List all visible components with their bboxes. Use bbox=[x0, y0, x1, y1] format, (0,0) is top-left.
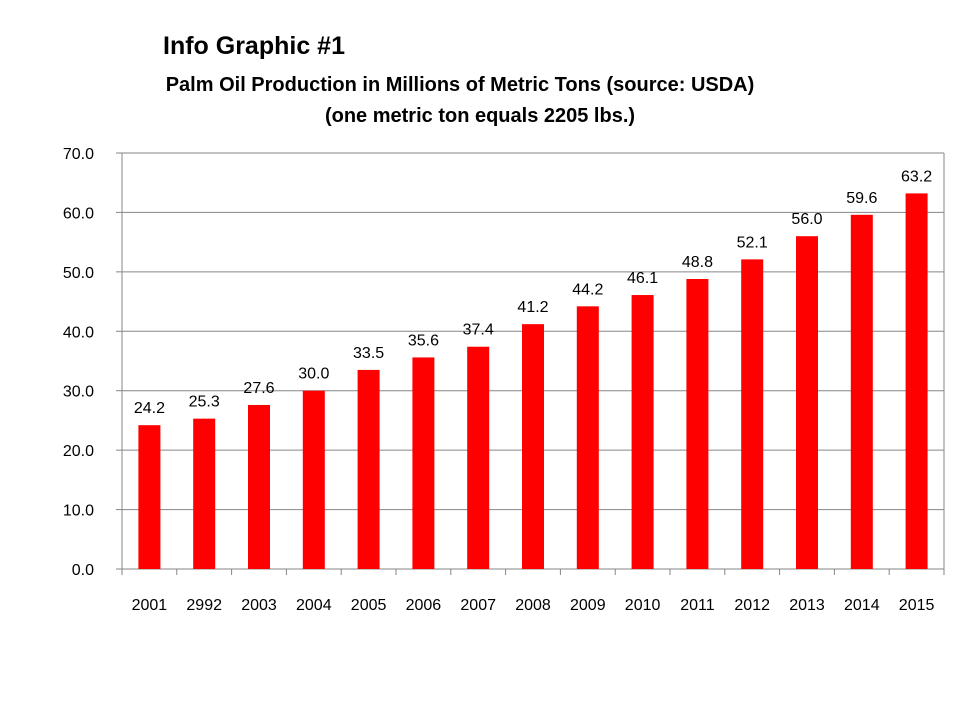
x-tick-label: 2011 bbox=[680, 597, 715, 614]
x-tick-label: 2009 bbox=[570, 597, 606, 614]
data-label: 25.3 bbox=[189, 394, 220, 411]
data-label: 63.2 bbox=[901, 168, 932, 185]
data-label: 41.2 bbox=[517, 299, 548, 316]
bar-2013 bbox=[796, 236, 818, 569]
bar-2003 bbox=[248, 404, 270, 569]
data-label: 24.2 bbox=[134, 400, 165, 417]
bar-2015 bbox=[905, 193, 928, 569]
chart-subtitle: (one metric ton equals 2205 lbs.) bbox=[324, 105, 636, 127]
data-label: 37.4 bbox=[463, 322, 494, 339]
x-tick-label: 2013 bbox=[789, 597, 825, 614]
bar-2012 bbox=[741, 259, 764, 569]
data-label: 30.0 bbox=[298, 366, 329, 383]
x-tick-label: 2001 bbox=[132, 597, 168, 614]
chart-title: Palm Oil Production in Millions of Metri… bbox=[165, 74, 755, 96]
x-tick-label: 2012 bbox=[734, 597, 770, 614]
bar-2004 bbox=[302, 390, 325, 569]
bar-2006 bbox=[412, 357, 435, 569]
y-tick-label: 0.0 bbox=[72, 562, 94, 579]
x-tick-label: 2007 bbox=[460, 597, 496, 614]
y-tick-label: 60.0 bbox=[63, 205, 94, 222]
data-label: 33.5 bbox=[353, 345, 384, 362]
x-tick-label: 2004 bbox=[296, 597, 332, 614]
data-label: 35.6 bbox=[408, 332, 439, 349]
bar-2005 bbox=[357, 369, 380, 569]
x-tick-label: 2008 bbox=[515, 597, 551, 614]
y-tick-label: 10.0 bbox=[63, 503, 94, 520]
bar-2992 bbox=[193, 418, 216, 569]
bar-2010 bbox=[631, 295, 654, 569]
data-label: 56.0 bbox=[791, 211, 822, 228]
data-label: 27.6 bbox=[243, 380, 274, 397]
x-tick-label: 2992 bbox=[186, 597, 222, 614]
y-tick-label: 30.0 bbox=[63, 384, 94, 401]
bar-2008 bbox=[522, 324, 544, 569]
data-label: 59.6 bbox=[846, 190, 877, 207]
x-tick-label: 2005 bbox=[351, 597, 387, 614]
y-tick-label: 50.0 bbox=[63, 265, 94, 282]
data-label: 46.1 bbox=[627, 270, 658, 287]
x-tick-label: 2003 bbox=[241, 597, 277, 614]
data-label: 52.1 bbox=[737, 234, 768, 251]
x-tick-label: 2014 bbox=[844, 597, 880, 614]
bar-2009 bbox=[576, 306, 599, 569]
x-tick-label: 2006 bbox=[406, 597, 442, 614]
data-label: 48.8 bbox=[682, 254, 713, 271]
data-label: 44.2 bbox=[572, 281, 603, 298]
y-tick-label: 70.0 bbox=[63, 146, 94, 163]
bar-2011 bbox=[686, 278, 709, 569]
page-heading: Info Graphic #1 bbox=[163, 32, 345, 60]
bar-2001 bbox=[138, 425, 161, 569]
y-tick-label: 40.0 bbox=[63, 324, 94, 341]
y-tick-label: 20.0 bbox=[63, 443, 94, 460]
bar-2007 bbox=[467, 346, 490, 569]
x-tick-label: 2015 bbox=[899, 597, 935, 614]
bar-2014 bbox=[850, 214, 873, 569]
x-tick-label: 2010 bbox=[625, 597, 661, 614]
